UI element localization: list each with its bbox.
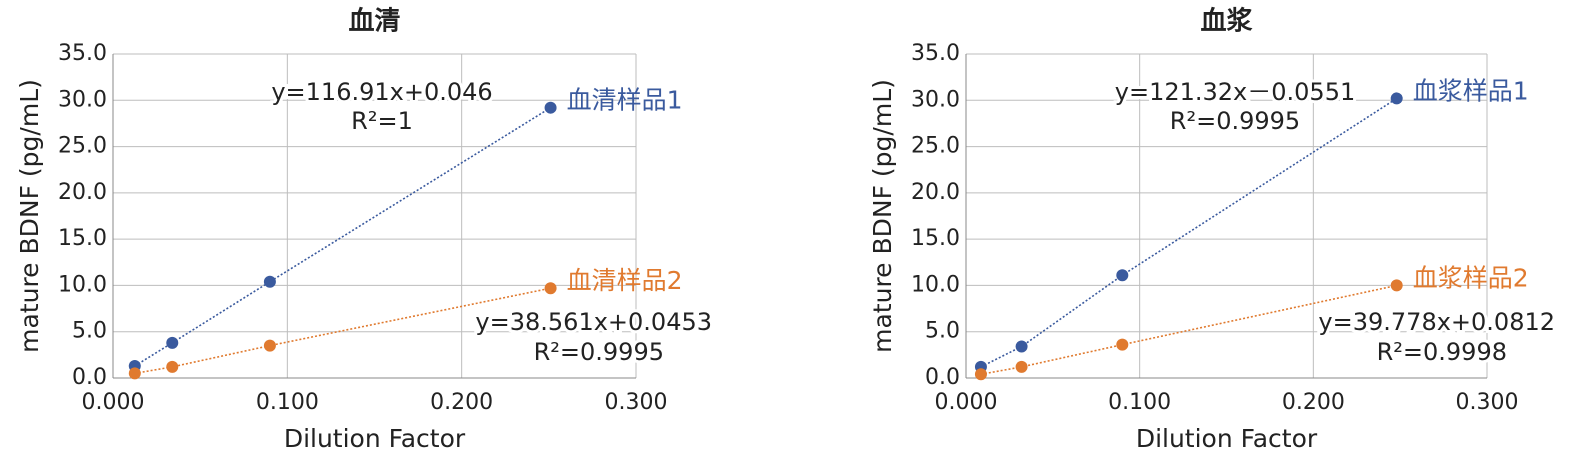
trend-line (980, 97, 1398, 368)
x-tick-label: 0.000 (82, 390, 145, 415)
x-axis-label: Dilution Factor (284, 424, 466, 453)
x-tick-label: 0.100 (256, 390, 319, 415)
x-tick-label: 0.300 (605, 390, 668, 415)
trendline-equation: y=39.778x+0.0812 (1318, 308, 1555, 336)
series-label: 血清样品2 (567, 266, 683, 295)
data-point (1390, 92, 1403, 105)
y-tick-label: 5.0 (72, 319, 107, 344)
trendline-equation: R²=0.9995 (1170, 107, 1300, 135)
chart-title: 血清 (348, 7, 400, 37)
y-tick-label: 15.0 (58, 226, 107, 251)
trend-line (134, 107, 551, 367)
x-axis-label: Dilution Factor (1136, 424, 1318, 453)
series-label: 血清样品1 (567, 86, 683, 115)
y-axis-label: mature BDNF (pg/mL) (868, 79, 897, 353)
series-label: 血浆样品1 (1413, 76, 1529, 105)
trendline-equation: y=38.561x+0.0453 (475, 308, 712, 336)
data-point (974, 368, 987, 381)
trendline-equation: R²=0.9998 (1377, 338, 1507, 366)
data-point (128, 367, 141, 380)
y-tick-label: 10.0 (58, 272, 107, 297)
y-tick-label: 25.0 (58, 134, 107, 159)
data-point (544, 282, 557, 295)
data-point (166, 360, 179, 373)
y-tick-label: 10.0 (911, 272, 960, 297)
data-point (263, 275, 276, 288)
y-tick-label: 25.0 (911, 134, 960, 159)
y-tick-label: 20.0 (911, 180, 960, 205)
y-tick-label: 20.0 (58, 180, 107, 205)
y-tick-label: 35.0 (911, 41, 960, 66)
y-tick-label: 30.0 (58, 87, 107, 112)
trendline-equation: R²=0.9995 (534, 338, 664, 366)
series-label: 血浆样品2 (1413, 263, 1529, 292)
data-point (1015, 360, 1028, 373)
y-tick-label: 0.0 (925, 365, 960, 390)
x-tick-label: 0.200 (430, 390, 493, 415)
x-tick-label: 0.000 (935, 390, 998, 415)
data-point (1390, 279, 1403, 292)
y-tick-label: 0.0 (72, 365, 107, 390)
x-tick-label: 0.300 (1456, 390, 1519, 415)
y-tick-label: 5.0 (925, 319, 960, 344)
data-point (1116, 269, 1129, 282)
y-axis-label: mature BDNF (pg/mL) (15, 79, 44, 353)
x-tick-label: 0.200 (1282, 390, 1345, 415)
data-point (166, 336, 179, 349)
y-tick-label: 35.0 (58, 41, 107, 66)
y-tick-label: 15.0 (911, 226, 960, 251)
data-point (1015, 340, 1028, 353)
data-point (263, 339, 276, 352)
chart-title: 血浆 (1200, 6, 1253, 37)
data-point (1116, 338, 1129, 351)
trend-line (980, 284, 1397, 376)
y-tick-label: 30.0 (911, 87, 960, 112)
data-point (544, 101, 557, 114)
trendline-equation: y=121.32x－0.0551 (1115, 78, 1355, 106)
x-tick-label: 0.100 (1108, 390, 1171, 415)
trend-line (134, 287, 551, 375)
trendline-equation: y=116.91x+0.046 (271, 78, 492, 106)
trendline-equation: R²=1 (351, 107, 413, 135)
